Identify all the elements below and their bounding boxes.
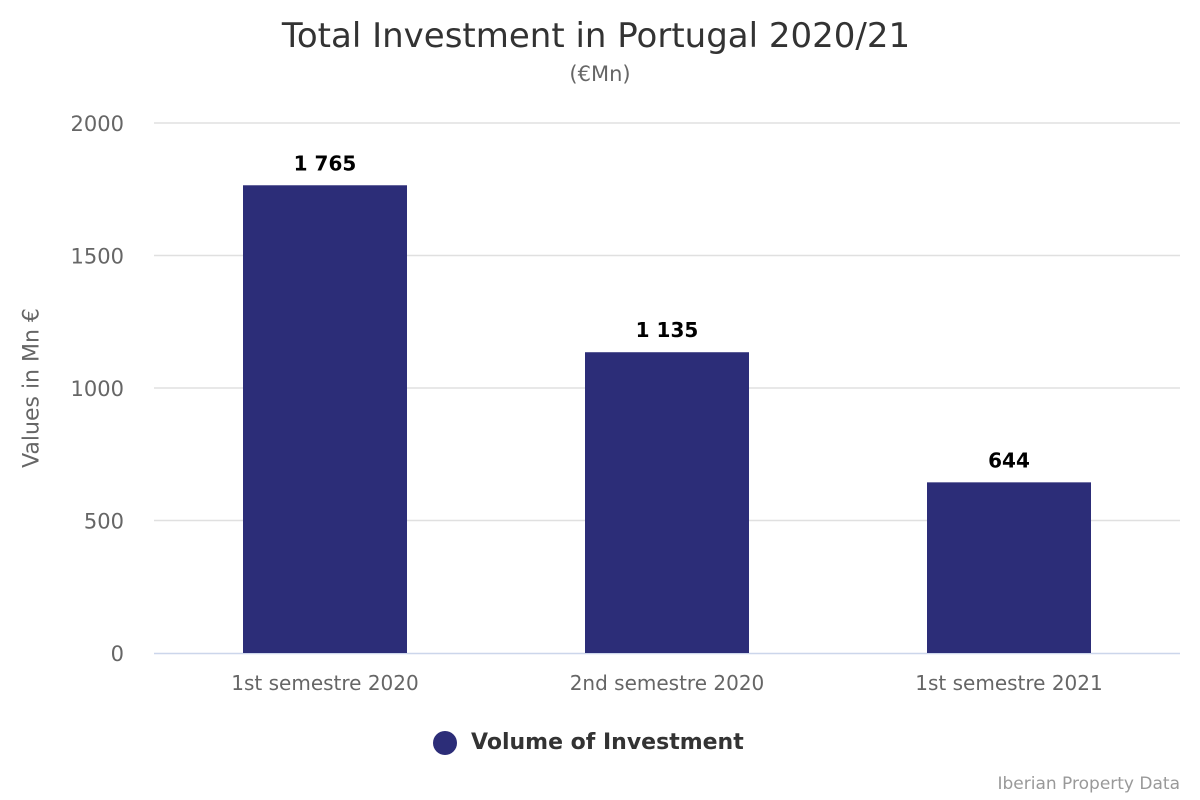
x-tick-label: 1st semestre 2021 [915,671,1102,695]
y-tick-label: 1000 [71,377,124,401]
credits[interactable]: Iberian Property Data [997,774,1180,794]
data-label: 1 765 [294,151,357,175]
chart-title: Total Investment in Portugal 2020/21 [281,16,911,56]
x-tick-label: 1st semestre 2020 [231,671,418,695]
y-tick-label: 0 [111,642,124,666]
legend-marker-icon [433,730,457,755]
data-label: 644 [988,448,1030,472]
legend-label: Volume of Investment [471,730,744,755]
y-tick-label: 2000 [71,112,124,136]
data-label: 1 135 [636,318,699,342]
bar [927,482,1091,653]
y-tick-label: 1500 [71,245,124,269]
bar [243,185,407,653]
legend-item[interactable]: Volume of Investment [433,730,744,755]
x-tick-label: 2nd semestre 2020 [570,671,765,695]
chart-subtitle: (€Mn) [569,62,631,86]
y-tick-label: 500 [84,510,124,534]
bar [585,352,749,653]
